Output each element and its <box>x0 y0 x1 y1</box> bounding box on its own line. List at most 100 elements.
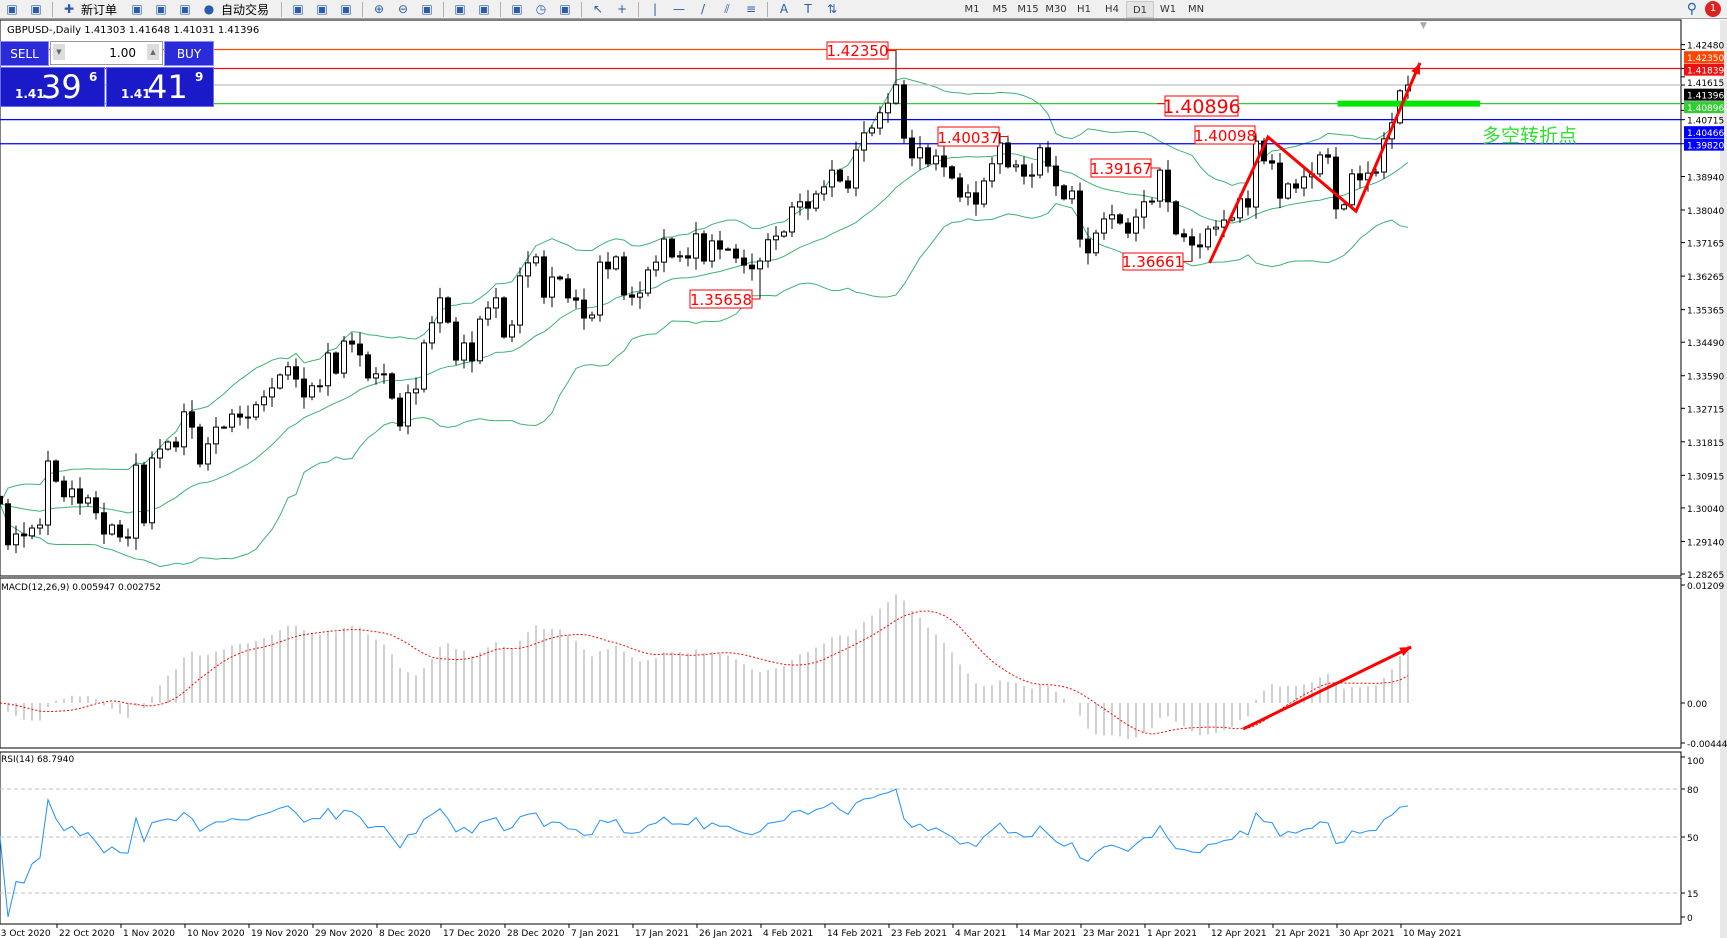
candle-body <box>1109 214 1115 220</box>
search-icon[interactable]: ⚲ <box>1686 1 1697 17</box>
candle <box>653 255 659 277</box>
timeframe-m5[interactable]: M5 <box>992 4 1008 15</box>
candle <box>1157 168 1163 208</box>
candle-body <box>445 297 451 323</box>
candle-body <box>517 275 523 326</box>
lot-size-input[interactable]: 1.00 <box>50 41 163 65</box>
crosshair-icon[interactable]: + <box>617 2 628 16</box>
candle-body <box>325 352 331 387</box>
candle-body <box>733 248 739 259</box>
candle <box>1349 168 1355 210</box>
zoom-out-icon[interactable]: ⊖ <box>398 2 409 16</box>
chart-shift-icon[interactable]: ▣ <box>478 2 490 16</box>
x-tick-label: 26 Jan 2021 <box>699 929 753 938</box>
profiles-icon[interactable]: ▣ <box>6 2 18 16</box>
timeframe-h4[interactable]: H4 <box>1105 4 1119 15</box>
timeframe-h1[interactable]: H1 <box>1077 4 1091 15</box>
autoscroll-icon[interactable]: ▣ <box>454 2 466 16</box>
candlestick-icon[interactable]: ▣ <box>316 2 328 16</box>
trendline-icon[interactable]: / <box>701 2 706 16</box>
new-order-icon[interactable]: ✚ <box>63 2 75 16</box>
timeframe-w1[interactable]: W1 <box>1159 4 1177 15</box>
price-label: 1.39167 <box>1090 158 1161 178</box>
timeframe-m15[interactable]: M15 <box>1017 4 1039 15</box>
notification-badge[interactable]: 1 <box>1705 1 1721 17</box>
fibonacci-icon[interactable]: ≡ <box>746 2 757 16</box>
candle <box>1189 228 1195 262</box>
candle-body <box>1085 238 1091 254</box>
zoom-in-icon[interactable]: ⊕ <box>374 2 385 16</box>
candle-body <box>349 340 355 345</box>
candle-body <box>173 441 179 448</box>
candle <box>1109 204 1115 229</box>
hline-price-label-bg <box>1684 63 1724 76</box>
sell-button[interactable]: SELL <box>0 41 49 66</box>
horizontal-line-icon[interactable]: — <box>673 2 686 16</box>
bar-chart-icon[interactable]: ▣ <box>292 2 304 16</box>
line-chart-icon[interactable]: ▣ <box>340 2 352 16</box>
vertical-line-icon[interactable]: | <box>653 2 658 16</box>
candle <box>189 400 195 439</box>
candle-body <box>1285 183 1291 199</box>
candle <box>229 409 235 433</box>
x-tick-label: 7 Jan 2021 <box>571 929 619 938</box>
zoom-window-icon[interactable]: ▣ <box>30 2 42 16</box>
indicators-icon[interactable]: ▣ <box>511 2 523 16</box>
candle-body <box>701 233 707 262</box>
candle-body <box>405 392 411 427</box>
auto-trading-button[interactable]: 自动交易 <box>221 2 270 17</box>
periods-icon[interactable]: ◷ <box>535 2 547 16</box>
candle <box>253 401 259 421</box>
candle-body <box>645 269 651 294</box>
rsi-line <box>0 788 1409 918</box>
toolbar: ▣ ▣ ✚ 新订单 ▣ ▣ ▣ ● 自动交易 ▣ ▣ ▣ ⊕ ⊖ ▣ ▣ ▣ ▣ ◷ ▣ ↖ + | — / ⫽ ≡ A T ⇅ M1 M5 M… <box>0 0 1727 19</box>
toolbar-separator <box>500 1 502 17</box>
buy-price-small: 9 <box>195 70 204 84</box>
timeframe-m1[interactable]: M1 <box>964 4 980 15</box>
timeframe-mn[interactable]: MN <box>1187 4 1205 15</box>
lot-increase-button[interactable]: ▲ <box>147 44 159 60</box>
auto-trading-icon[interactable]: ● <box>203 2 215 16</box>
candle-body <box>797 201 803 208</box>
candle <box>781 230 787 238</box>
timeframe-m30[interactable]: M30 <box>1045 4 1067 15</box>
hline-price-label-bg <box>1684 138 1724 151</box>
tile-windows-icon[interactable]: ▣ <box>421 2 433 16</box>
templates-icon[interactable]: ▣ <box>559 2 571 16</box>
candle <box>1245 190 1251 216</box>
candle <box>1325 148 1331 164</box>
equidistant-channel-icon[interactable]: ⫽ <box>724 1 730 16</box>
collapse-arrow-icon[interactable]: ▼ <box>1420 21 1427 31</box>
candle <box>221 425 227 429</box>
candle-body <box>1205 228 1211 248</box>
text-label-icon[interactable]: T <box>804 2 812 16</box>
text-icon[interactable]: A <box>779 2 789 16</box>
sell-price[interactable]: 1.41 39 6 <box>0 67 105 107</box>
cursor-icon[interactable]: ↖ <box>593 2 604 16</box>
candle-body <box>1029 174 1035 177</box>
candle-body <box>1061 185 1067 200</box>
y-tick-label: 1.41615 <box>1687 79 1724 89</box>
candle-body <box>437 297 443 324</box>
history-icon[interactable]: ▣ <box>131 2 143 16</box>
signals-icon[interactable]: ▣ <box>179 2 191 16</box>
candle <box>765 233 771 268</box>
data-window-icon[interactable]: ▣ <box>155 2 167 16</box>
timeframe-d1[interactable]: D1 <box>1126 1 1154 18</box>
buy-price[interactable]: 1.41 41 9 <box>106 67 214 107</box>
chart-title: GBPUSD-,Daily 1.41303 1.41648 1.41031 1.… <box>7 25 260 36</box>
candle <box>1053 156 1059 196</box>
candle-body <box>1141 201 1147 218</box>
price-label-text: 1.35658 <box>690 291 752 309</box>
macd-header: MACD(12,26,9) 0.005947 0.002752 <box>1 583 161 593</box>
candle-body <box>1357 173 1363 181</box>
candle <box>965 184 971 206</box>
lot-decrease-button[interactable]: ▼ <box>53 44 65 60</box>
buy-button[interactable]: BUY <box>164 41 214 66</box>
new-order-button[interactable]: 新订单 <box>81 2 118 17</box>
candle <box>589 311 595 322</box>
arrows-icon[interactable]: ⇅ <box>827 2 838 16</box>
hline-price-label: 1.41396 <box>1687 92 1724 102</box>
candle-body <box>1181 233 1187 238</box>
